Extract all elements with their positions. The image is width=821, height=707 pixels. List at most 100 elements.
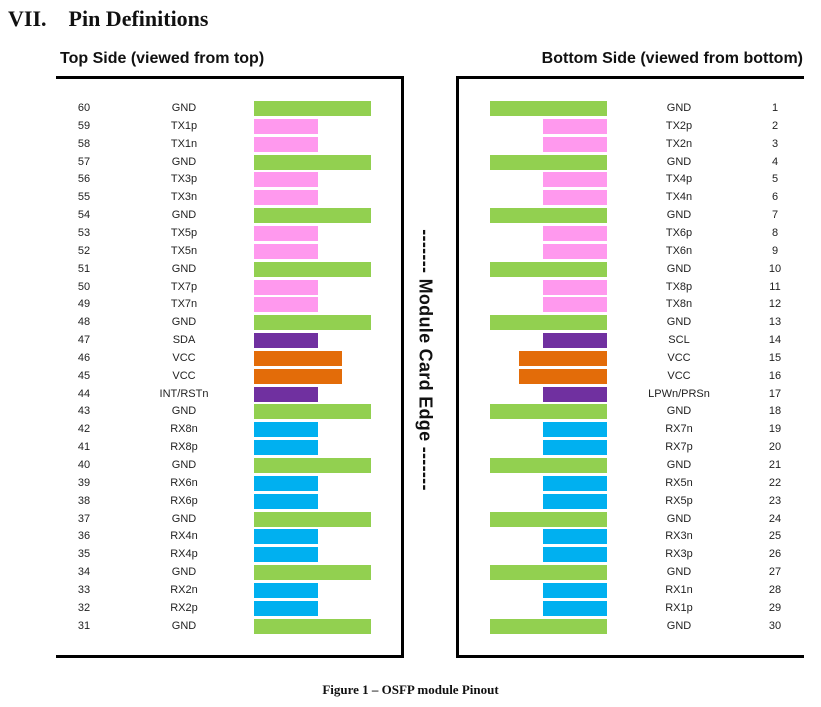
pin-bar-gnd [254,404,371,420]
pin-signal: TX1n [170,137,198,150]
pin-signal: RX3p [665,548,693,561]
pin-bar-rx [254,529,318,545]
pin-signal: RX8p [170,441,198,454]
pin-bar-vcc [254,368,342,384]
pin-bar-gnd [254,208,371,224]
pin-signal: SDA [172,334,196,347]
pin-bar-tx [543,243,607,259]
pin-bar-tx [254,190,318,206]
pin-signal: GND [666,566,692,579]
pin-bar-gnd [254,315,371,331]
pin-bar-ctrl [543,333,607,349]
bottom-pin-row: 5 TX4p [459,171,804,189]
top-pin-row: 34 GND [56,564,401,582]
top-pin-row: 32 RX2p [56,600,401,618]
pin-signal: TX7p [170,280,198,293]
top-pin-row: 42 RX8n [56,421,401,439]
pin-bar-tx [543,225,607,241]
pin-number: 26 [768,548,782,561]
pin-signal: GND [666,316,692,329]
bottom-pin-row: 25 RX3n [459,528,804,546]
bottom-pin-row: 24 GND [459,511,804,529]
pin-number: 7 [771,209,779,222]
section-number: VII. [8,6,47,31]
pin-number: 32 [77,601,91,614]
pin-signal: RX3n [665,530,693,543]
pin-signal: TX2p [665,119,693,132]
top-pin-row: 37 GND [56,511,401,529]
bottom-pin-row: 7 GND [459,207,804,225]
pin-number: 36 [77,530,91,543]
pin-number: 33 [77,583,91,596]
pin-signal: RX2n [170,583,198,596]
pin-signal: RX1n [665,583,693,596]
pin-signal: INT/RSTn [159,387,209,400]
pin-signal: GND [171,262,197,275]
pin-bar-ctrl [254,386,318,402]
pin-bar-rx [254,582,318,598]
pin-number: 19 [768,423,782,436]
pin-bar-rx [254,440,318,456]
bottom-pin-row: 2 TX2p [459,118,804,136]
pin-signal: TX3n [170,191,198,204]
pin-signal: TX3p [170,173,198,186]
pin-number: 56 [77,173,91,186]
top-pin-row: 44 INT/RSTn [56,386,401,404]
pin-bar-tx [254,279,318,295]
pin-bar-gnd [254,458,371,473]
pin-signal: RX1p [665,601,693,614]
pin-bar-gnd [254,261,371,277]
pin-bar-gnd [490,458,607,473]
pin-number: 2 [771,119,779,132]
pin-number: 52 [77,244,91,257]
pin-number: 35 [77,548,91,561]
pin-bar-tx [543,297,607,313]
pin-signal: GND [171,619,197,632]
pin-signal: RX5p [665,494,693,507]
pin-number: 40 [77,459,91,471]
pin-number: 34 [77,566,91,579]
pin-bar-gnd [490,315,607,331]
pin-number: 15 [768,351,782,364]
top-pin-row: 49 TX7n [56,296,401,314]
pin-signal: TX2n [665,137,693,150]
pin-number: 55 [77,191,91,204]
pin-bar-tx [543,136,607,152]
pin-number: 57 [77,155,91,168]
pin-bar-gnd [490,208,607,224]
top-pin-row: 46 VCC [56,350,401,368]
pin-bar-rx [543,440,607,456]
pin-bar-rx [543,493,607,509]
pin-number: 42 [77,423,91,436]
bottom-pin-row: 17 LPWn/PRSn [459,386,804,404]
pin-signal: GND [666,209,692,222]
pin-bar-tx [254,118,318,134]
pin-signal: GND [171,459,197,471]
pin-signal: RX6p [170,494,198,507]
pin-number: 37 [77,512,91,525]
pin-signal: RX4n [170,530,198,543]
pin-signal: VCC [172,369,196,382]
pin-bar-rx [254,493,318,509]
pin-signal: GND [666,262,692,275]
pin-number: 17 [768,387,782,400]
figure-caption: Figure 1 – OSFP module Pinout [322,682,499,697]
bottom-pin-row: 18 GND [459,403,804,421]
top-pin-row: 56 TX3p [56,171,401,189]
pin-bar-gnd [254,101,371,116]
bottom-pin-row: 19 RX7n [459,421,804,439]
top-pin-row: 53 TX5p [56,225,401,243]
top-pin-row: 48 GND [56,314,401,332]
top-pin-row: 40 GND [56,457,401,475]
bottom-pin-row: 13 GND [459,314,804,332]
pin-number: 50 [77,280,91,293]
pin-number: 20 [768,441,782,454]
top-pin-row: 54 GND [56,207,401,225]
pin-number: 38 [77,494,91,507]
pin-bar-vcc [519,368,607,384]
pin-number: 9 [771,244,779,257]
module-card-edge: ------- Module Card Edge ------- [410,215,440,505]
bottom-pin-row: 10 GND [459,261,804,279]
pin-signal: GND [666,155,692,168]
pin-bar-gnd [490,511,607,527]
